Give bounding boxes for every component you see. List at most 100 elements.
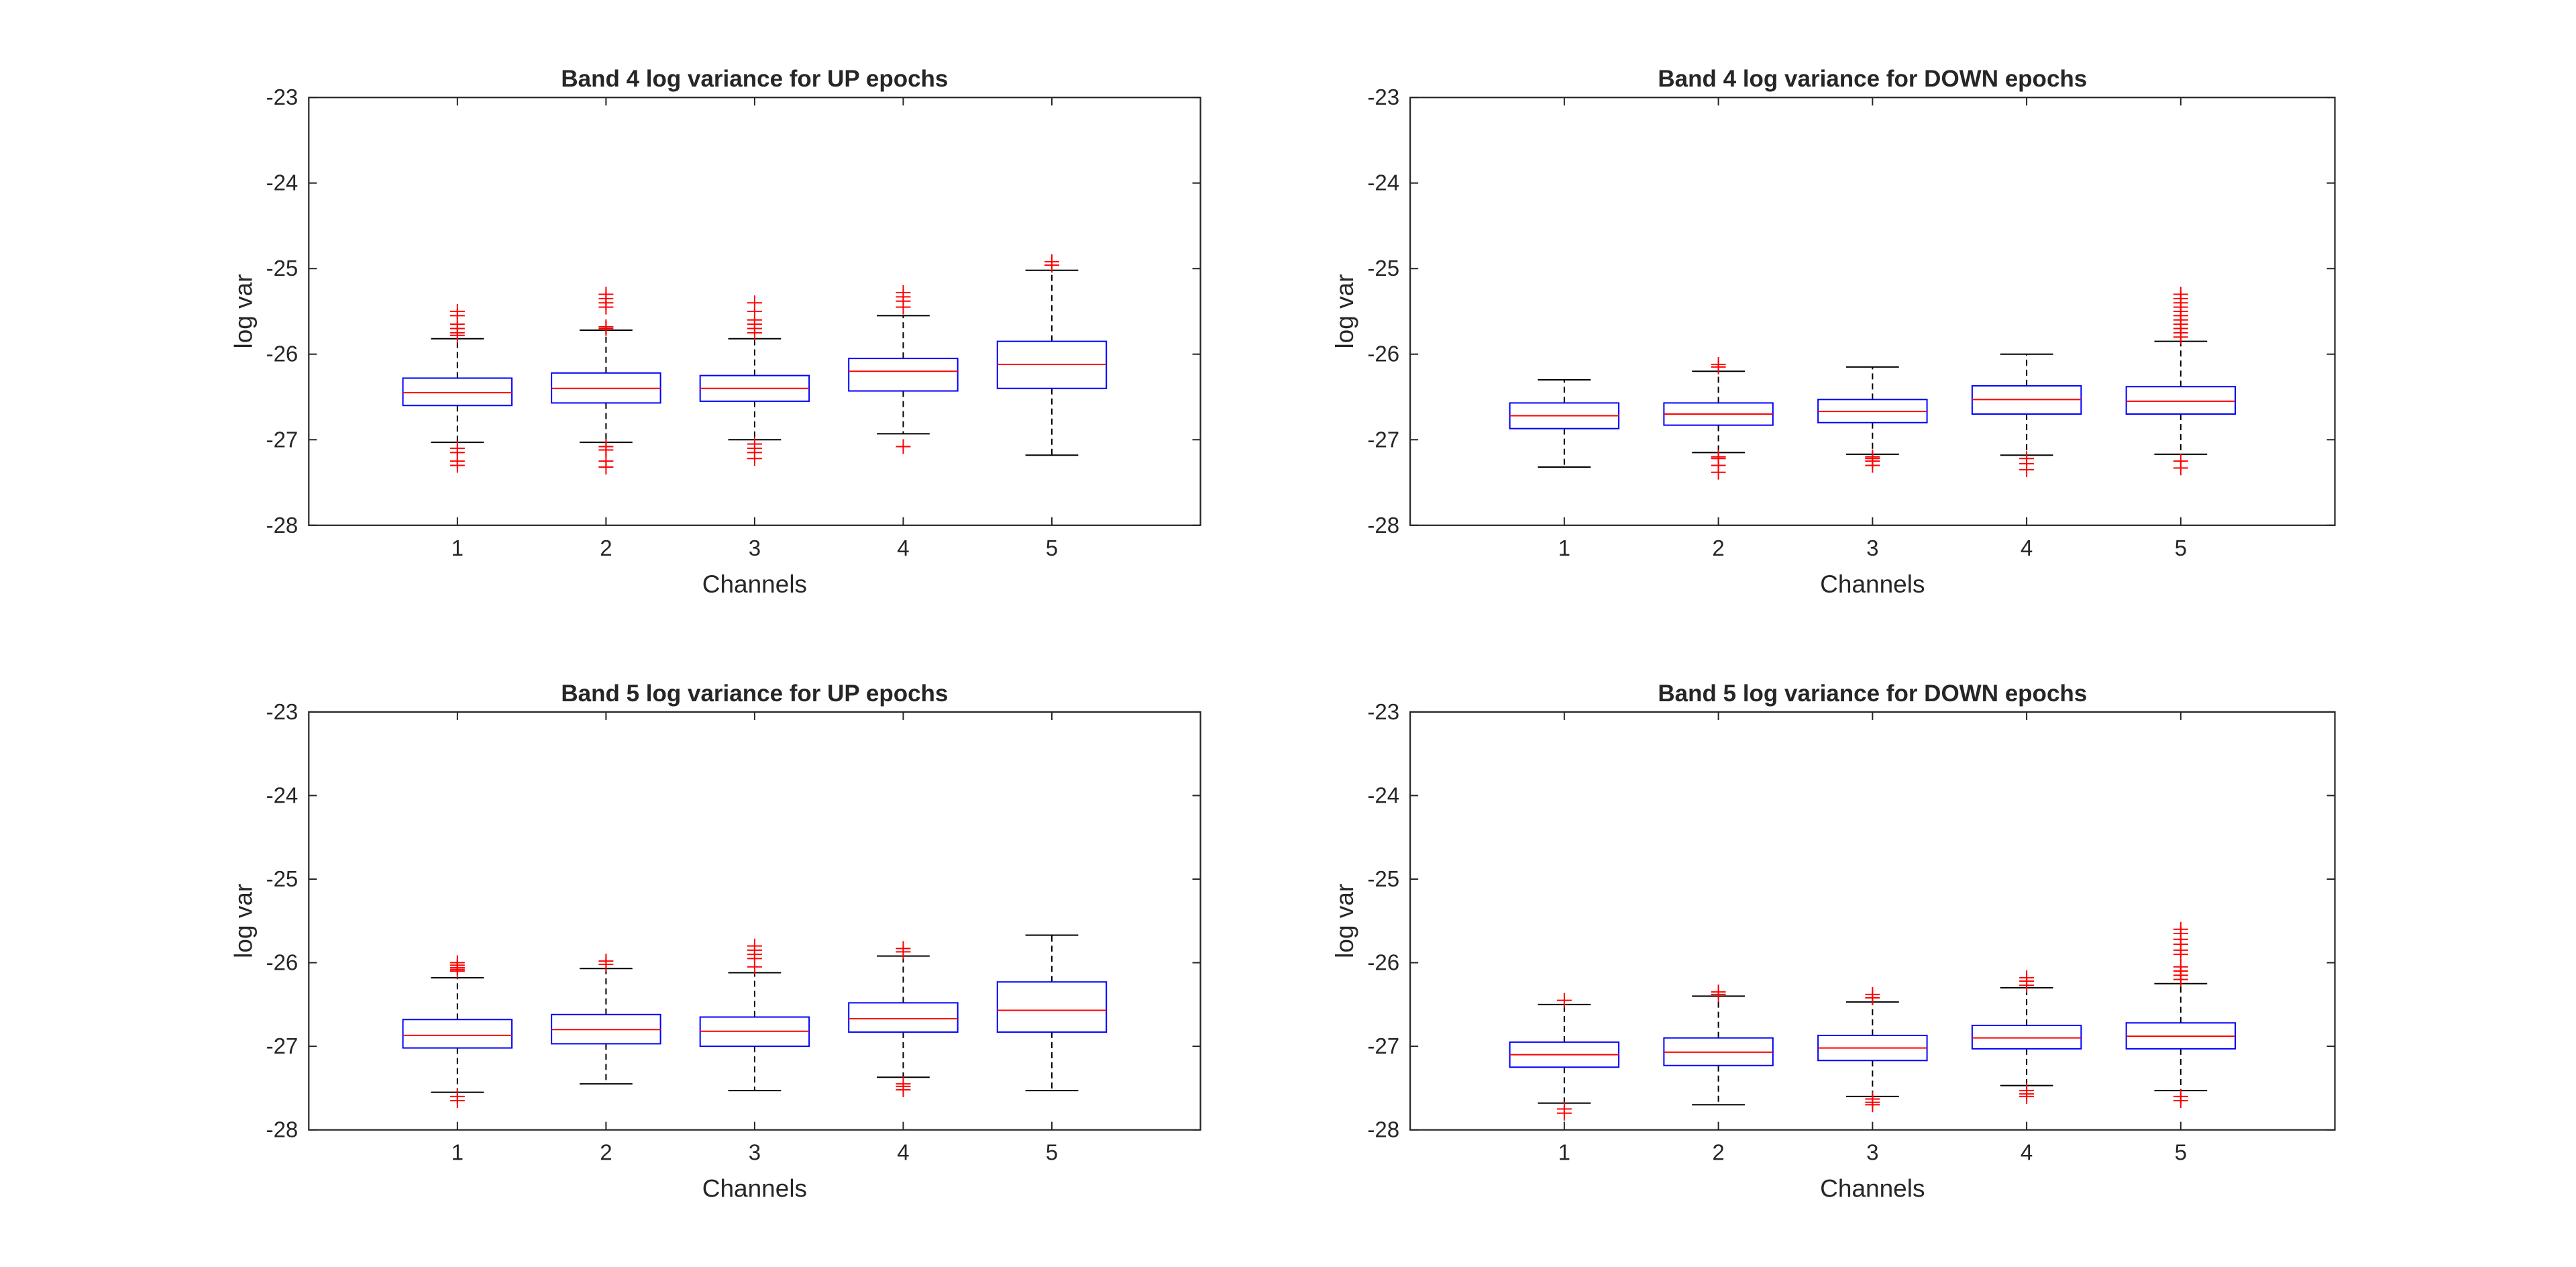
y-tick-label: -24 (1367, 782, 1399, 807)
x-axis-label: Channels (702, 570, 807, 598)
outlier-marker (2173, 947, 2188, 962)
x-tick-label: 5 (1046, 1140, 1058, 1165)
box-channel-3 (699, 938, 810, 1092)
box-channel-4 (848, 941, 959, 1097)
x-tick-label: 1 (451, 536, 464, 560)
outlier-marker (2173, 330, 2188, 345)
y-tick-label: -28 (266, 513, 299, 538)
outlier-marker (747, 959, 762, 974)
y-tick-label: -25 (1367, 866, 1399, 891)
y-tick-label: -25 (266, 866, 299, 891)
outlier-marker (747, 451, 762, 466)
chart-panel-2: -23 -24 -25 -26 -27 -28 1 2 3 4 5 Band 4 log varian… (1331, 66, 2336, 598)
box-channel-1 (1509, 993, 1620, 1121)
y-tick-label: -27 (266, 1033, 299, 1058)
outlier-marker (1865, 1097, 1880, 1113)
chart-title: Band 4 log variance for DOWN epochs (1658, 66, 2087, 92)
y-tick-label: -26 (1367, 342, 1399, 366)
outlier-marker (2173, 460, 2188, 476)
y-tick-label: -25 (1367, 256, 1399, 281)
outlier-marker (1556, 1105, 1572, 1121)
y-axis-label: log var (229, 884, 257, 958)
outlier-marker (449, 1093, 465, 1109)
outlier-marker (2019, 1088, 2035, 1104)
x-tick-label: 3 (1866, 536, 1878, 560)
box-channel-4 (848, 285, 959, 454)
x-tick-label: 5 (2175, 1140, 2187, 1165)
outlier-marker (1556, 993, 1572, 1008)
x-tick-label: 1 (451, 1140, 464, 1165)
outlier-marker (1044, 258, 1059, 273)
iqr-box (2125, 386, 2237, 415)
x-tick-label: 4 (897, 536, 909, 560)
chart-title: Band 4 log variance for UP epochs (561, 66, 948, 92)
chart-panel-1: -23 -24 -25 -26 -27 -28 1 2 3 4 5 Band 4 log varian… (229, 66, 1201, 598)
y-tick-label: -23 (266, 699, 299, 724)
y-axis-label: log var (1331, 274, 1358, 348)
x-tick-label: 3 (1866, 1140, 1878, 1165)
y-tick-label: -28 (1367, 1117, 1399, 1142)
x-tick-label: 3 (749, 1140, 761, 1165)
x-tick-label: 3 (749, 536, 761, 560)
y-tick-label: -24 (266, 170, 299, 195)
outlier-marker (598, 957, 614, 972)
x-tick-label: 2 (600, 536, 612, 560)
y-tick-label: -23 (1367, 85, 1399, 109)
y-tick-label: -24 (266, 782, 299, 807)
box-channel-5 (996, 254, 1108, 456)
outlier-marker (896, 299, 911, 315)
y-tick-label: -26 (1367, 950, 1399, 975)
outlier-marker (896, 1082, 911, 1097)
iqr-box (1971, 1024, 2082, 1050)
y-tick-label: -26 (266, 342, 299, 366)
iqr-box (996, 981, 1108, 1033)
y-tick-label: -27 (1367, 1033, 1399, 1058)
outlier-marker (2019, 978, 2035, 993)
outlier-marker (1711, 359, 1726, 374)
outlier-marker (449, 327, 465, 343)
x-axis-label: Channels (1820, 1175, 1925, 1203)
y-tick-label: -23 (1367, 699, 1399, 724)
outlier-marker (598, 321, 614, 336)
x-tick-label: 2 (600, 1140, 612, 1165)
box-channel-1 (402, 955, 513, 1109)
box-channel-2 (551, 954, 661, 1085)
box-channel-5 (996, 934, 1108, 1092)
outlier-marker (2019, 462, 2035, 477)
y-tick-label: -28 (266, 1117, 299, 1142)
chart-title: Band 5 log variance for UP epochs (561, 680, 948, 707)
chart-title: Band 5 log variance for DOWN epochs (1658, 680, 2087, 707)
outlier-marker (1865, 990, 1880, 1005)
box-channel-5 (2125, 287, 2237, 476)
y-tick-label: -25 (266, 256, 299, 281)
y-axis-label: log var (229, 274, 257, 348)
x-tick-label: 4 (2021, 1140, 2033, 1165)
box-channel-3 (1817, 366, 1928, 473)
y-tick-label: -28 (1367, 513, 1399, 538)
box-channel-3 (1817, 986, 1928, 1113)
iqr-box (402, 1019, 513, 1049)
box-channel-2 (1663, 357, 1774, 480)
outlier-marker (449, 964, 465, 979)
y-tick-label: -27 (1367, 427, 1399, 452)
x-tick-label: 5 (1046, 536, 1058, 560)
outlier-marker (1711, 986, 1726, 1002)
x-axis-label: Channels (1820, 570, 1925, 598)
x-tick-label: 4 (2021, 536, 2033, 560)
x-axis-label: Channels (702, 1175, 807, 1203)
box-channel-5 (2125, 921, 2237, 1109)
outlier-marker (896, 439, 911, 454)
x-tick-label: 2 (1712, 1140, 1724, 1165)
box-channel-3 (699, 295, 810, 466)
chart-panel-3: -23 -24 -25 -26 -27 -28 1 2 3 4 5 Band 5 log varian… (229, 680, 1201, 1203)
box-channel-4 (1971, 970, 2082, 1104)
outlier-marker (1865, 458, 1880, 473)
outlier-marker (896, 944, 911, 960)
outlier-marker (598, 460, 614, 475)
outlier-marker (449, 458, 465, 473)
iqr-box (848, 1002, 959, 1033)
y-tick-label: -27 (266, 427, 299, 452)
x-tick-label: 4 (897, 1140, 909, 1165)
iqr-box (848, 358, 959, 392)
